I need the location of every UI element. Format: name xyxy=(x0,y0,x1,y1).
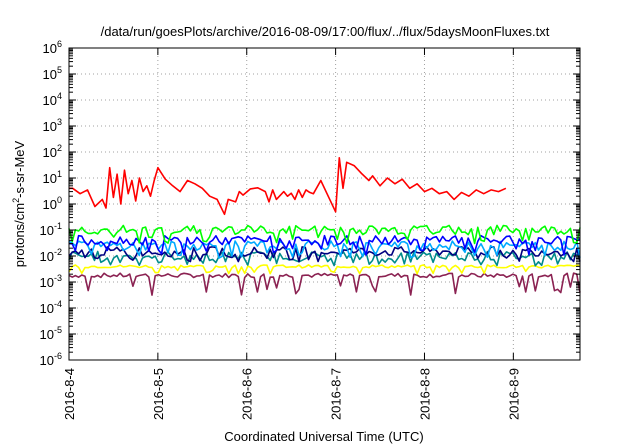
grid xyxy=(69,48,580,360)
y-axis-title: protons/cm2-s-sr-MeV xyxy=(11,140,27,267)
x-axis-title: Coordinated Universal Time (UTC) xyxy=(224,429,423,444)
series-line-summary xyxy=(68,224,581,245)
series-layer xyxy=(68,157,581,296)
series-line-summary xyxy=(68,240,581,259)
y-tick-label: 10-6 xyxy=(40,351,62,368)
x-tick-label: 2016-8-4 xyxy=(62,368,77,420)
x-tick-label: 2016-8-9 xyxy=(506,368,521,420)
y-tick-label: 10-5 xyxy=(40,325,62,342)
y-tick-label: 100 xyxy=(43,195,62,212)
y-tick-label: 101 xyxy=(43,169,62,186)
y-tick-label: 102 xyxy=(43,143,62,160)
x-tick-label: 2016-8-8 xyxy=(417,368,432,420)
series-line-summary xyxy=(68,264,581,275)
y-tick-label: 10-1 xyxy=(40,221,62,238)
y-tick-label: 10-3 xyxy=(40,273,62,290)
x-tick-label: 2016-8-5 xyxy=(151,368,166,420)
y-tick-label: 105 xyxy=(43,65,62,82)
y-tick-label: 10-4 xyxy=(40,299,62,316)
x-tick-label: 2016-8-7 xyxy=(329,368,344,420)
series-line-0 xyxy=(69,157,507,216)
y-tick-label: 10-2 xyxy=(40,247,62,264)
chart-title: /data/run/goesPlots/archive/2016-08-09/1… xyxy=(101,24,550,39)
y-tick-label: 104 xyxy=(43,91,62,108)
series-line-summary xyxy=(68,272,581,296)
y-tick-label: 103 xyxy=(43,117,62,134)
x-tick-label: 2016-8-6 xyxy=(240,368,255,420)
series-line-summary xyxy=(68,250,581,267)
x-axis: 2016-8-4 2016-8-5 2016-8-6 2016-8-7 2016-8-8… xyxy=(62,48,521,420)
y-tick-label: 106 xyxy=(43,39,62,56)
series-line-summary xyxy=(68,234,581,256)
